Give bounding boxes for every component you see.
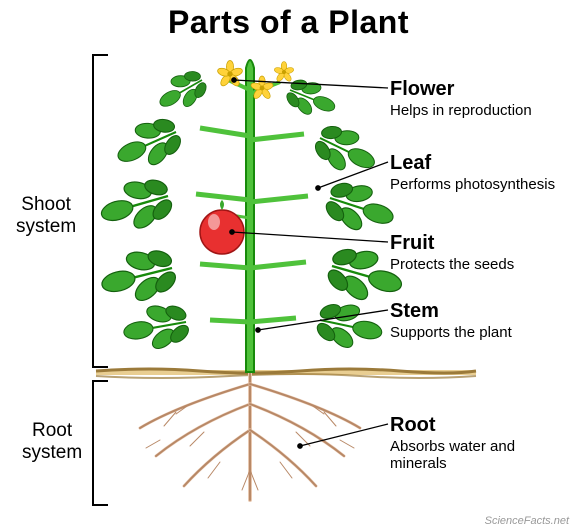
leaf-pointer [318,162,388,188]
leaf-label: LeafPerforms photosynthesis [390,152,570,193]
roots [140,372,360,500]
fruit-name: Fruit [390,232,570,255]
root-label: RootAbsorbs water and minerals [390,414,570,473]
stem-name: Stem [390,300,570,323]
stem-label: StemSupports the plant [390,300,570,341]
fruit-pointer [232,232,388,242]
flowers [217,61,295,101]
fruit-desc: Protects the seeds [390,256,570,273]
root-system-label: Rootsystem [22,420,82,464]
flower-name: Flower [390,78,570,101]
root-system-bracket [92,380,94,506]
flower-desc: Helps in reproduction [390,102,570,119]
shoot-system-label: Shootsystem [16,194,76,238]
attribution: ScienceFacts.net [485,515,569,527]
shoot-system-bracket [92,54,94,368]
leaf-desc: Performs photosynthesis [390,176,570,193]
fruit-label: FruitProtects the seeds [390,232,570,273]
root-name: Root [390,414,570,437]
leaf-name: Leaf [390,152,570,175]
flower-label: FlowerHelps in reproduction [390,78,570,119]
diagram-canvas: Parts of a Plant [0,0,577,531]
soil-line [96,369,476,378]
fruit [200,200,244,254]
stem-desc: Supports the plant [390,324,570,341]
root-desc: Absorbs water and minerals [390,438,570,473]
